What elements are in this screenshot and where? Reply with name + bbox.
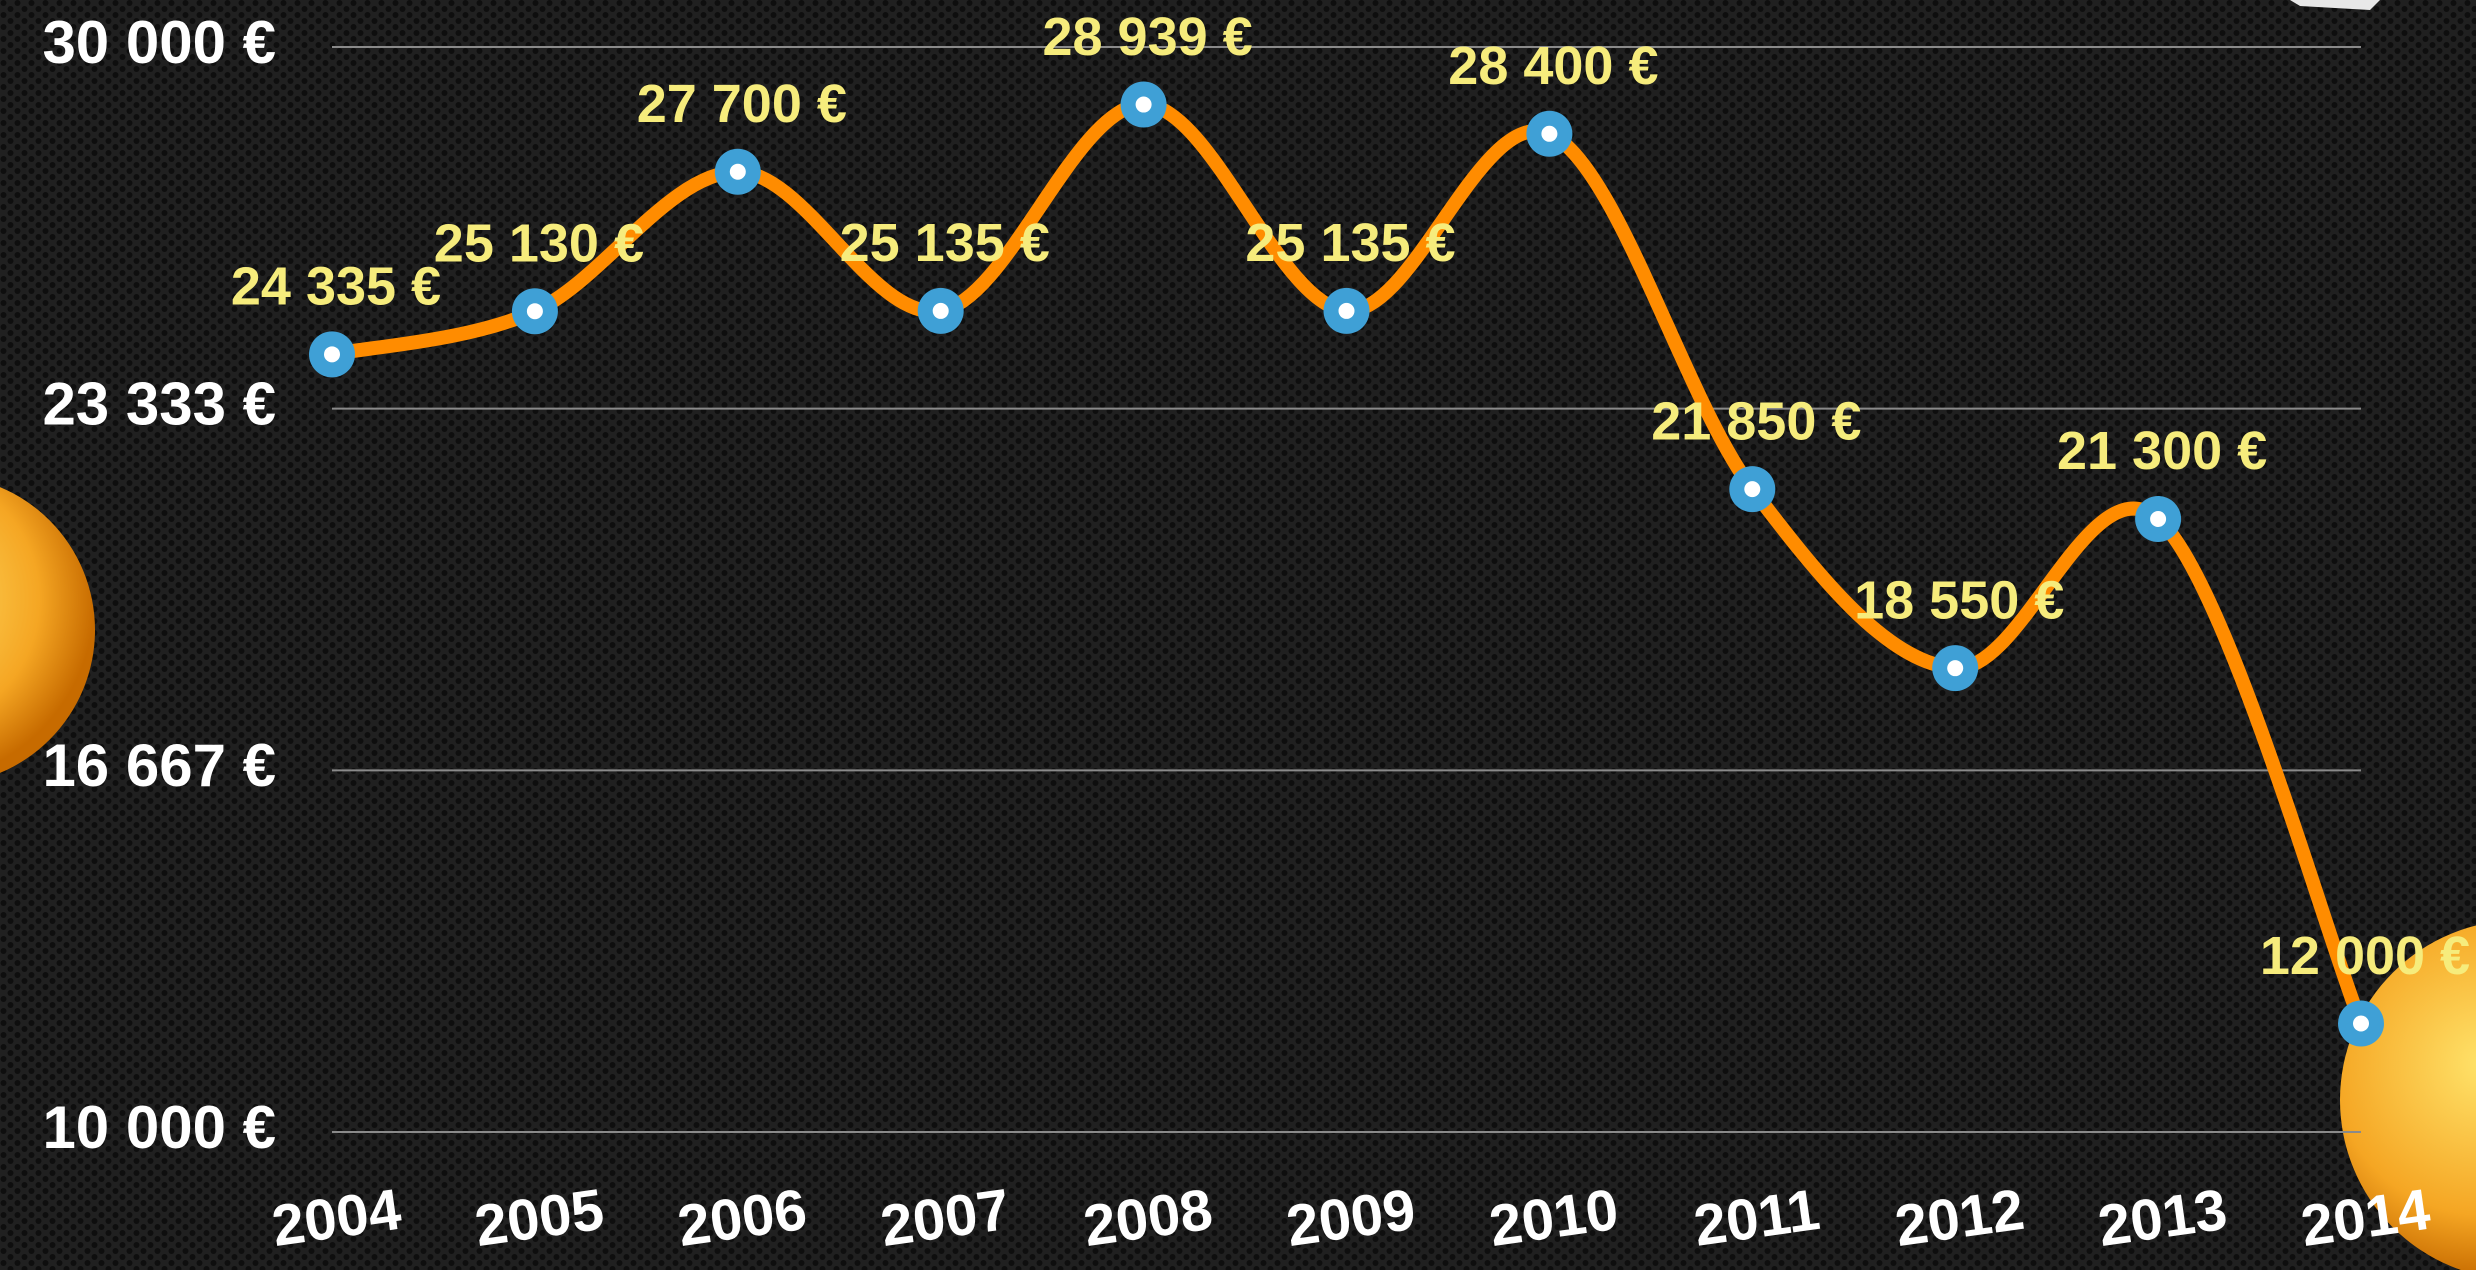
y-tick-label: 16 667 €	[42, 732, 276, 799]
marker-center	[932, 302, 949, 319]
marker-center	[729, 163, 746, 180]
marker-center	[2353, 1015, 2369, 1032]
marker-center	[1135, 96, 1152, 113]
marker-center	[1947, 660, 1964, 677]
value-label: 27 700 €	[637, 74, 847, 134]
value-label: 21 850 €	[1651, 391, 1861, 451]
value-label: 25 135 €	[1245, 213, 1455, 273]
y-tick-label: 10 000 €	[42, 1094, 276, 1161]
marker-center	[1338, 302, 1355, 319]
y-tick-label: 30 000 €	[42, 9, 276, 76]
value-label: 25 130 €	[434, 213, 644, 273]
y-tick-label: 23 333 €	[42, 371, 276, 438]
value-label: 18 550 €	[1854, 570, 2064, 630]
marker-center	[526, 303, 543, 320]
plot: 24 335 €25 130 € 27 700 € 25 135 € 28 939 €…	[231, 7, 2470, 1047]
marker-center	[2150, 510, 2167, 527]
value-label: 28 400 €	[1448, 36, 1658, 96]
value-label: 21 300 €	[2057, 421, 2267, 481]
marker-center	[1744, 481, 1761, 498]
marker-center	[324, 346, 340, 363]
decor-ball	[0, 487, 95, 773]
decor-corner	[2290, 0, 2380, 10]
marker-center	[1541, 125, 1558, 142]
value-label: 24 335 €	[231, 257, 441, 317]
value-label: 25 135 €	[840, 213, 1050, 273]
value-label: 12 000 €	[2260, 926, 2470, 986]
value-label: 28 939 €	[1042, 7, 1252, 67]
